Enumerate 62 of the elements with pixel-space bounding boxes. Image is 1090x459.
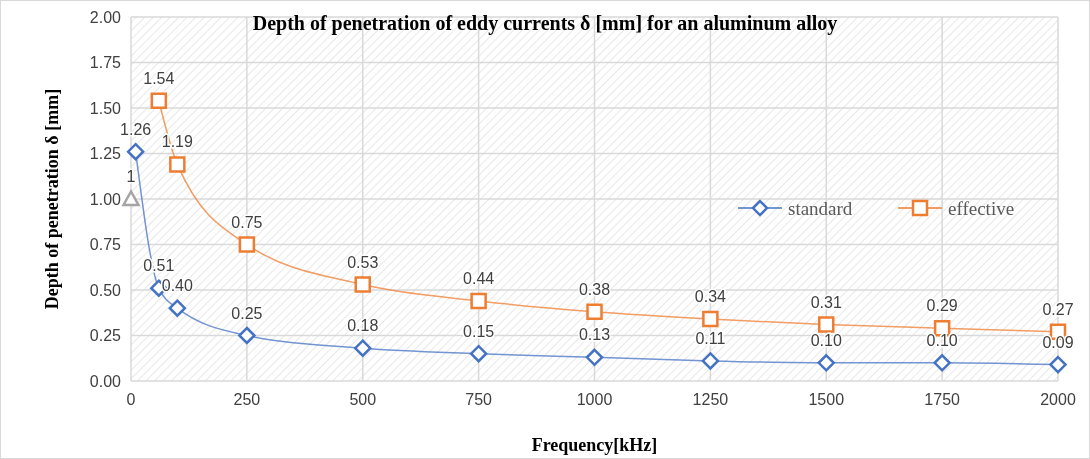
point (701, 352, 720, 370)
data-label: 0.40 (161, 277, 194, 295)
y-tick-label: 0.50 (89, 281, 122, 299)
y-tick-label: 0.25 (89, 327, 122, 345)
data-label: 0.13 (578, 326, 611, 344)
data-label: 0.18 (347, 317, 379, 335)
x-tick-label: 1500 (808, 391, 845, 408)
x-tick-label: 250 (233, 391, 261, 408)
y-tick-label: 1.00 (89, 190, 122, 208)
data-label: 0.75 (231, 213, 263, 231)
data-label: 0.11 (695, 329, 726, 347)
point (585, 348, 604, 367)
point (238, 326, 256, 345)
data-label: 0.10 (926, 331, 958, 349)
point (586, 303, 603, 321)
legend-label: effective (948, 197, 1015, 219)
y-axis-title: Depth of penetration δ [mm] (42, 88, 62, 310)
x-tick-label: 2000 (1040, 391, 1076, 408)
data-label: 0.15 (463, 322, 495, 340)
y-tick-label: 0.75 (89, 236, 122, 254)
point (354, 276, 371, 293)
x-axis-title: Frequency[kHz] (531, 435, 658, 455)
point (122, 190, 140, 207)
x-tick-label: 1000 (576, 391, 613, 408)
point (702, 310, 719, 328)
data-label: 1.54 (143, 69, 175, 87)
point (817, 354, 835, 372)
point (126, 142, 145, 161)
data-label: 0.29 (926, 297, 958, 315)
point (470, 292, 487, 310)
point (933, 354, 951, 372)
x-tick-label: 1750 (924, 391, 961, 408)
data-label: 0.25 (231, 304, 263, 322)
data-label: 0.09 (1042, 333, 1074, 351)
x-tick-label: 1250 (692, 391, 729, 408)
point (238, 236, 256, 253)
point (469, 344, 488, 363)
y-tick-label: 1.25 (89, 145, 122, 163)
data-label: 0.27 (1042, 300, 1074, 318)
point (818, 316, 835, 333)
data-label: 1 (126, 168, 136, 185)
y-tick-label: 0.00 (89, 372, 122, 390)
x-tick-label: 750 (465, 391, 493, 408)
data-label: 0.38 (578, 280, 611, 298)
point (1049, 355, 1067, 374)
x-tick-label: 0 (126, 391, 136, 408)
point (354, 339, 372, 357)
chart-title: Depth of penetration of eddy currents δ [mm] for an aluminum alloy (252, 12, 838, 35)
legend-label: standard (788, 197, 853, 219)
data-label: 1.26 (120, 120, 152, 138)
x-tick-label: 500 (349, 391, 377, 408)
y-tick-label: 2.00 (89, 8, 122, 26)
data-label: 0.44 (463, 269, 495, 287)
y-tick-label: 1.50 (89, 99, 122, 117)
point (168, 299, 187, 317)
point (150, 92, 168, 109)
data-label: 0.34 (694, 288, 727, 306)
y-tick-label: 1.75 (89, 54, 122, 72)
data-label: 0.53 (347, 253, 379, 271)
data-label: 0.31 (810, 293, 842, 311)
data-label: 0.10 (810, 331, 842, 349)
point (169, 156, 186, 173)
